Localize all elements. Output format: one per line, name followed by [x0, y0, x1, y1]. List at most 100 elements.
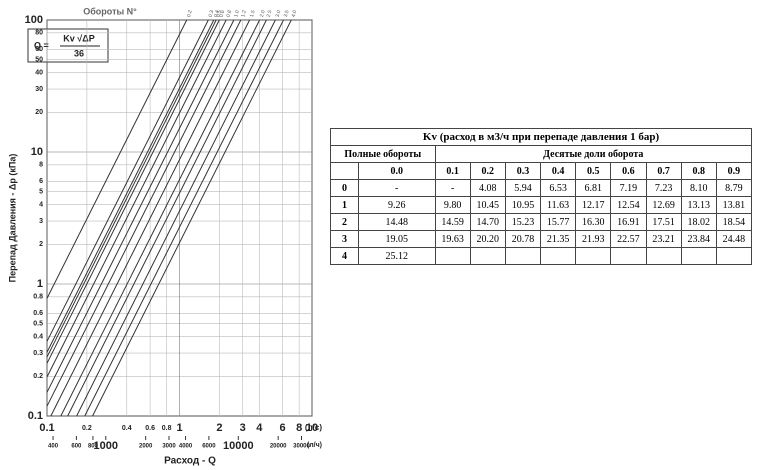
x2-tick-label: 20000 — [270, 444, 287, 450]
table-cell: 0.7 — [645, 162, 682, 180]
table-cell: - — [357, 179, 436, 197]
y-tick-label: 0.6 — [33, 310, 43, 317]
y-axis-title: Перепад Давления - Δp (кПа) — [7, 154, 17, 283]
y-tick-label: 1 — [37, 278, 43, 290]
x-tick-label: 0.4 — [122, 425, 132, 432]
table-row: 2 14.48 14.59 14.70 15.23 15.77 16.30 16.91 17.5… — [330, 213, 753, 231]
table-cell: 18.02 — [680, 213, 717, 231]
x-tick-label: 0.8 — [162, 425, 172, 432]
x-tick-label: 3 — [240, 422, 246, 434]
table-cell: 15.23 — [504, 213, 542, 231]
x2-tick-label: 3000 — [162, 444, 176, 450]
table-row: 1 9.26 9.80 10.45 10.95 11.63 12.17 12.54 12.69 1… — [330, 196, 753, 214]
line-label: 2.0 — [259, 9, 267, 17]
table-cell: 21.93 — [575, 230, 612, 248]
table-cell: 0.4 — [540, 162, 577, 180]
kv-table: Kv (расход в м3/ч при перепаде давления … — [330, 128, 753, 265]
line-label: 2.5 — [266, 9, 274, 17]
kv-line — [46, 19, 227, 378]
x-unit: (л/с) — [305, 423, 322, 432]
table-cell: 17.51 — [645, 213, 682, 231]
table-cell: 12.17 — [575, 196, 612, 214]
y-tick-label: 0.8 — [33, 294, 43, 301]
table-cell: 11.63 — [540, 196, 577, 214]
x2-tick-label: 800 — [88, 444, 99, 450]
kv-line — [60, 19, 261, 417]
table-cell: 6.53 — [540, 179, 577, 197]
table-cell: 14.70 — [469, 213, 506, 231]
table-cell: 9.80 — [434, 196, 471, 214]
x2-tick-label: 4000 — [179, 444, 193, 450]
table-cell — [575, 247, 612, 265]
table-cell: 0.5 — [575, 162, 612, 180]
table-cell: 12.54 — [610, 196, 647, 214]
table-cell: 7.23 — [645, 179, 682, 197]
x2-unit: (л/ч) — [307, 442, 322, 449]
table-cell: Полные обороты — [330, 145, 436, 163]
kv-line — [76, 19, 276, 417]
table-cell: 10.45 — [469, 196, 506, 214]
table-cell: 22.57 — [610, 230, 647, 248]
y-tick-label: 80 — [35, 30, 43, 37]
table-cell: 8.79 — [715, 179, 753, 197]
y-tick-label: 6 — [39, 178, 43, 185]
y-tick-label: 3 — [39, 218, 43, 225]
table-cell: 23.84 — [680, 230, 717, 248]
y-tick-label: 20 — [35, 109, 43, 116]
y-tick-label: 0.4 — [33, 333, 43, 340]
x2-tick-label: 400 — [48, 444, 59, 450]
table-cell: 2 — [330, 213, 359, 231]
line-label: 0.5 — [216, 9, 224, 17]
table-row: Kv (расход в м3/ч при перепаде давления … — [330, 128, 752, 146]
kv-line — [46, 19, 209, 342]
x2-tick-label: 1000 — [94, 440, 118, 452]
table-cell: 23.21 — [645, 230, 682, 248]
x-tick-label: 0.6 — [145, 425, 155, 432]
line-label: 1.0 — [233, 9, 241, 17]
table-cell: 0.8 — [680, 162, 717, 180]
table-cell: 14.48 — [357, 213, 436, 231]
line-label: 1.5 — [249, 9, 257, 17]
y-tick-label: 2 — [39, 241, 43, 248]
table-cell: 18.54 — [715, 213, 753, 231]
x-tick-label: 0.2 — [82, 425, 92, 432]
table-cell: 10.95 — [504, 196, 542, 214]
kv-line — [46, 19, 235, 393]
table-row: 3 19.05 19.63 20.20 20.78 21.35 21.93 22.57 23.2… — [330, 230, 753, 248]
kv-line — [46, 19, 220, 364]
kv-line — [50, 19, 251, 417]
line-label: 0.4 — [213, 9, 221, 17]
table-cell: Kv (расход в м3/ч при перепаде давления … — [330, 128, 752, 146]
line-label: 3.5 — [283, 9, 291, 17]
table-cell — [610, 247, 647, 265]
x-tick-label: 8 — [296, 422, 302, 434]
table-cell: 1 — [330, 196, 359, 214]
table-cell — [680, 247, 717, 265]
kv-line — [46, 19, 188, 299]
y-tick-label: 0.3 — [33, 350, 43, 357]
kv-line — [46, 19, 215, 353]
kv-line — [67, 19, 267, 417]
chart: Обороты N° Q = Kv √ΔP 36 Расход - Q Пере… — [7, 6, 322, 466]
series-title: Обороты N° — [83, 6, 137, 16]
x2-tick-label: 10000 — [223, 440, 254, 452]
line-label: 0.3 — [208, 9, 216, 17]
table-cell: 0.2 — [469, 162, 506, 180]
line-label: 0.2 — [186, 9, 194, 17]
table-row: 0.0 0.1 0.2 0.3 0.4 0.5 0.6 0.7 0.8 0.9 — [330, 162, 753, 180]
y-tick-label: 5 — [39, 189, 43, 196]
table-cell: 24.48 — [715, 230, 753, 248]
table-cell: 3 — [330, 230, 359, 248]
table-cell: 0.1 — [434, 162, 471, 180]
table-cell: 9.26 — [357, 196, 436, 214]
y-tick-label: 50 — [35, 57, 43, 64]
table-cell — [504, 247, 542, 265]
x-tick-label: 1 — [176, 422, 182, 434]
table-cell: 16.91 — [610, 213, 647, 231]
x-tick-label: 2 — [216, 422, 222, 434]
table-cell — [434, 247, 471, 265]
table-cell: 0.0 — [357, 162, 436, 180]
x2-tick-label: 600 — [71, 444, 82, 450]
table-cell: 5.94 — [504, 179, 542, 197]
y-tick-label: 10 — [31, 146, 43, 158]
